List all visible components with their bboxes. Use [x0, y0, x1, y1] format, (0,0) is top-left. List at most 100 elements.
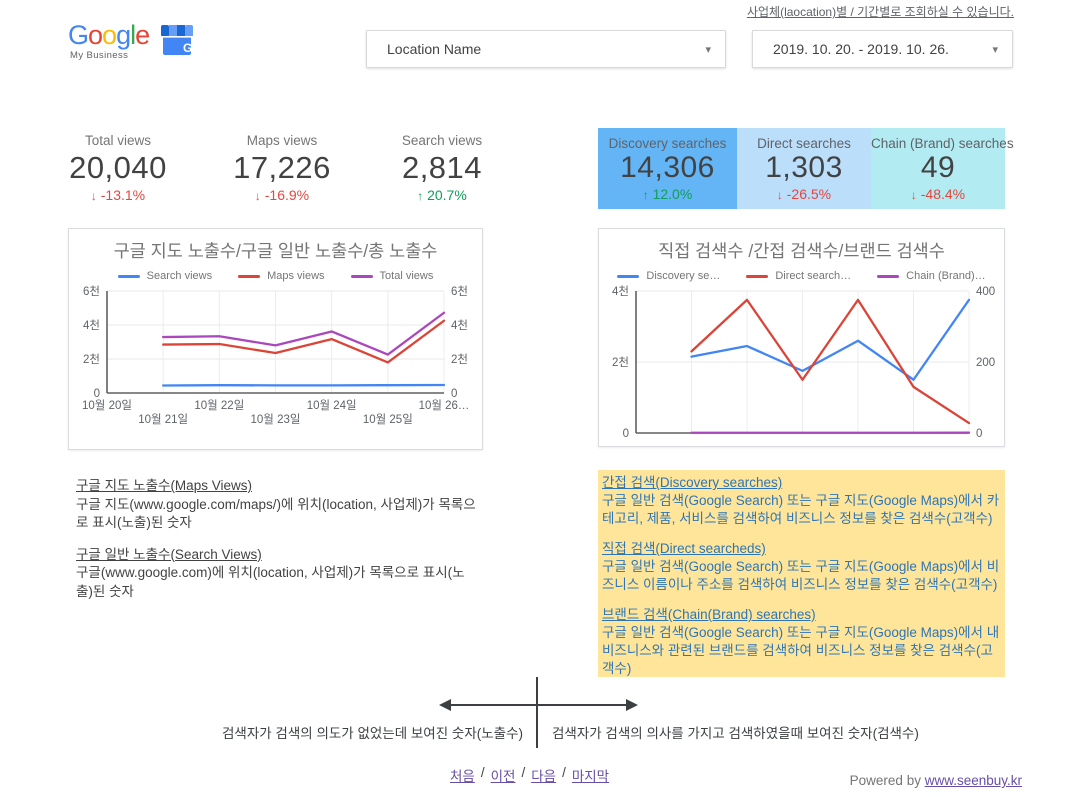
- line-chart-svg[interactable]: 0 2천 4천 0 200 400: [599, 284, 1004, 440]
- svg-text:0: 0: [976, 428, 982, 437]
- pager-last-link[interactable]: 마지막: [571, 769, 610, 784]
- pager-separator: /: [521, 765, 526, 780]
- scorecard-discovery-searches: Discovery searches 14,306 ↑ 12.0%: [598, 128, 737, 209]
- scorecard-label: Chain (Brand) searches: [871, 136, 1014, 151]
- google-wordmark: Google: [68, 20, 150, 50]
- definition-body: 구글(www.google.com)에 위치(location, 사업제)가 목…: [76, 565, 465, 599]
- pagination: 처음 / 이전 / 다음 / 마지막: [450, 765, 609, 785]
- searches-axis-label: 검색자가 검색의 의사를 가지고 검색하였을때 보여진 숫자(검색수): [552, 726, 919, 741]
- legend-swatch-icon: [746, 274, 769, 278]
- svg-text:6천: 6천: [451, 285, 468, 298]
- svg-text:4천: 4천: [612, 285, 629, 298]
- double-arrow-icon: [439, 699, 638, 711]
- chart-title: 구글 지도 노출수/구글 일반 노출수/총 노출수: [113, 241, 438, 261]
- legend-swatch-icon: [350, 274, 373, 278]
- searches-line-chart[interactable]: Discovery se… Direct search… Chain (Brand)…: [599, 269, 1004, 442]
- date-range-dropdown[interactable]: 2019. 10. 20. - 2019. 10. 26. ▾: [752, 30, 1013, 68]
- svg-text:2천: 2천: [451, 352, 468, 366]
- trend-arrow-icon: ↓: [254, 189, 261, 203]
- definition-body: 구글 일반 검색(Google Search) 또는 구글 지도(Google …: [602, 625, 1000, 676]
- trend-arrow-icon: ↓: [910, 188, 917, 202]
- svg-text:10월 21일: 10월 21일: [138, 412, 188, 426]
- pager-separator: /: [480, 765, 485, 780]
- scorecard-delta: ↑ 20.7%: [362, 187, 522, 203]
- scorecard-total-views: Total views 20,040 ↓ -13.1%: [38, 133, 198, 203]
- seenbuy-link[interactable]: www.seenbuy.kr: [924, 773, 1022, 788]
- usage-note: 사업체(laocation)별 / 기간별로 조회하실 수 있습니다.: [746, 5, 1014, 19]
- date-range-value: 2019. 10. 20. - 2019. 10. 26.: [773, 41, 949, 57]
- delta-value: -16.9%: [264, 187, 310, 203]
- my-business-storefront-icon: G: [161, 25, 194, 55]
- scorecard-label: Search views: [401, 133, 483, 148]
- powered-by: Powered by www.seenbuy.kr: [850, 773, 1022, 788]
- scorecard-delta: ↓ -16.9%: [202, 187, 362, 203]
- delta-value: -26.5%: [786, 186, 832, 202]
- trend-arrow-icon: ↑: [417, 189, 424, 203]
- definitions-highlight-background: [598, 470, 1005, 677]
- scorecard-value: 17,226: [233, 150, 331, 185]
- legend-swatch-icon: [238, 274, 261, 278]
- series-line-total-views: [162, 311, 446, 356]
- svg-text:6천: 6천: [83, 285, 100, 298]
- svg-text:G: G: [183, 41, 192, 55]
- scorecard-chain-brand-searches: Chain (Brand) searches 49 ↓ -48.4%: [871, 128, 1014, 209]
- delta-value: -13.1%: [100, 187, 146, 203]
- svg-text:400: 400: [976, 286, 995, 298]
- scorecard-delta: ↑ 12.0%: [598, 186, 737, 202]
- definition-body: 구글 일반 검색(Google Search) 또는 구글 지도(Google …: [602, 493, 1000, 526]
- logo-letter: G: [68, 20, 89, 50]
- search-scorecards-row: Discovery searches 14,306 ↑ 12.0% Direct…: [598, 128, 1014, 209]
- definition-body: 구글 지도(www.google.com/maps/)에 위치(location…: [76, 496, 476, 531]
- delta-value: -48.4%: [920, 186, 966, 202]
- pager-first-link[interactable]: 처음: [450, 769, 475, 784]
- svg-text:10월 25일: 10월 25일: [363, 412, 413, 426]
- svg-text:4천: 4천: [451, 318, 468, 332]
- scorecard-value: 14,306: [620, 151, 715, 184]
- scorecard-label: Direct searches: [757, 136, 851, 151]
- pager-prev-link[interactable]: 이전: [490, 769, 516, 784]
- svg-text:10월 23일: 10월 23일: [251, 412, 301, 426]
- legend-item: Direct search…: [746, 270, 851, 282]
- line-chart-svg[interactable]: 0 2천 4천 6천 0 2천 4천 6천 10월 20일 10월 21일 10월 22일 10월 2…: [69, 284, 482, 431]
- location-filter-value: Location Name: [387, 41, 482, 57]
- scorecard-maps-views: Maps views 17,226 ↓ -16.9%: [202, 133, 362, 203]
- trend-arrow-icon: ↓: [90, 189, 97, 203]
- svg-text:0: 0: [94, 388, 100, 400]
- scorecard-direct-searches: Direct searches 1,303 ↓ -26.5%: [737, 128, 871, 209]
- views-line-chart[interactable]: Search views Maps views Total views 0 2천 4천 6천…: [69, 269, 482, 436]
- legend-label: Search views: [146, 270, 213, 282]
- scorecard-delta: ↓ -13.1%: [38, 187, 198, 203]
- scorecard-value: 49: [920, 151, 956, 184]
- scorecard-value: 1,303: [765, 151, 843, 184]
- delta-value: 20.7%: [427, 187, 467, 203]
- legend-label: Total views: [379, 270, 434, 282]
- svg-text:2천: 2천: [612, 355, 629, 369]
- trend-arrow-icon: ↑: [642, 188, 649, 202]
- impressions-axis-label: 검색자가 검색의 의도가 없었는데 보여진 숫자(노출수): [222, 726, 523, 741]
- chart-legend: Search views Maps views Total views: [69, 269, 482, 283]
- svg-text:10월 22일: 10월 22일: [194, 398, 244, 412]
- svg-text:10월 26…: 10월 26…: [419, 399, 470, 412]
- svg-text:4천: 4천: [83, 318, 100, 332]
- legend-label: Chain (Brand)…: [906, 270, 986, 282]
- svg-text:200: 200: [976, 357, 995, 369]
- logo-letter: o: [88, 20, 103, 50]
- logo-subtitle: My Business: [70, 50, 129, 61]
- legend-label: Maps views: [267, 270, 325, 282]
- scorecard-search-views: Search views 2,814 ↑ 20.7%: [362, 133, 522, 203]
- svg-text:0: 0: [451, 388, 457, 400]
- scorecard-delta: ↓ -26.5%: [737, 186, 871, 202]
- views-definitions: 구글 지도 노출수(Maps Views) 구글 지도(www.google.c…: [76, 477, 480, 601]
- pager-next-link[interactable]: 다음: [531, 769, 557, 784]
- series-line-maps-views: [162, 319, 446, 364]
- definition-title: 직접 검색(Direct searcheds): [602, 541, 766, 556]
- logo-letter: g: [116, 20, 131, 50]
- searches-line-chart-card: 직접 검색수 /간접 검색수/브랜드 검색수 Discovery se… Dire…: [598, 228, 1005, 447]
- location-filter-dropdown[interactable]: Location Name ▾: [366, 30, 726, 68]
- searches-definitions: 간접 검색(Discovery searches) 구글 일반 검색(Googl…: [602, 474, 1003, 678]
- scorecard-label: Maps views: [246, 133, 318, 148]
- definition-title: 브랜드 검색(Chain(Brand) searches): [602, 607, 816, 622]
- legend-swatch-icon: [117, 274, 140, 278]
- scorecard-label: Discovery searches: [608, 136, 727, 151]
- svg-text:0: 0: [623, 428, 629, 437]
